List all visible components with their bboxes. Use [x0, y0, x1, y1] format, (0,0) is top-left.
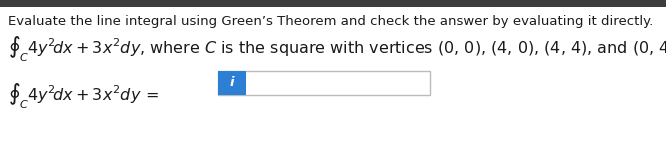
Bar — [0, 0, 666, 7]
Bar — [218, 71, 246, 95]
Bar — [218, 71, 430, 95]
Text: Evaluate the line integral using Green’s Theorem and check the answer by evaluat: Evaluate the line integral using Green’s… — [8, 15, 653, 28]
Text: i: i — [230, 76, 234, 90]
Text: $\oint_C 4y^2\!dx + 3x^2dy$, where $C$ is the square with vertices (0, 0), (4, 0: $\oint_C 4y^2\!dx + 3x^2dy$, where $C$ i… — [8, 34, 666, 64]
Text: $\oint_C 4y^2\!dx + 3x^2dy\, =$: $\oint_C 4y^2\!dx + 3x^2dy\, =$ — [8, 81, 159, 111]
